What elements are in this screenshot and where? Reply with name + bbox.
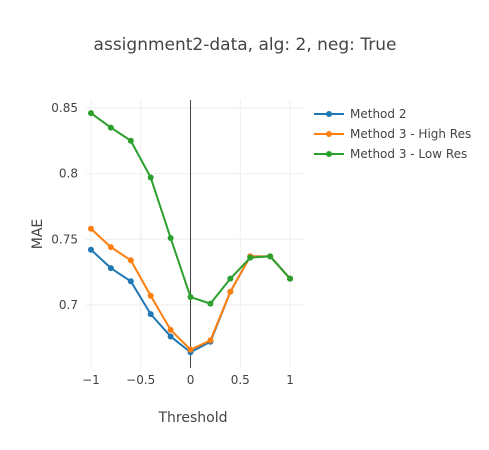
data-point: [167, 234, 174, 241]
x-axis-ticks: −1 −0.5 0 0.5 1: [82, 373, 294, 387]
data-point: [127, 278, 134, 285]
y-tick-label: 0.8: [59, 167, 78, 181]
data-point: [87, 246, 94, 253]
legend-marker: [326, 131, 332, 137]
y-tick-label: 0.85: [51, 101, 78, 115]
legend-label: Method 3 - High Res: [350, 127, 471, 141]
data-point: [107, 265, 114, 272]
data-point: [107, 244, 114, 251]
series-group: [87, 110, 294, 356]
data-point: [247, 254, 254, 261]
data-point: [167, 326, 174, 333]
x-tick-label: 1: [286, 373, 294, 387]
x-tick-label: −0.5: [126, 373, 155, 387]
grid: [86, 100, 305, 368]
series-3: [87, 110, 294, 307]
x-axis-title: Threshold: [158, 410, 228, 426]
data-point: [227, 288, 234, 295]
legend-label: Method 2: [350, 107, 406, 121]
data-point: [147, 311, 154, 318]
data-point: [207, 337, 214, 344]
data-point: [147, 174, 154, 181]
data-point: [127, 137, 134, 144]
data-point: [147, 292, 154, 299]
data-point: [127, 257, 134, 264]
data-point: [107, 124, 114, 131]
x-tick-label: 0.5: [231, 373, 250, 387]
data-point: [167, 333, 174, 340]
legend-item[interactable]: Method 3 - High Res: [314, 127, 471, 141]
y-tick-label: 0.75: [51, 232, 78, 246]
y-tick-label: 0.7: [59, 298, 78, 312]
legend-marker: [326, 151, 332, 157]
legend-item[interactable]: Method 3 - Low Res: [314, 147, 467, 161]
x-tick-label: 0: [187, 373, 195, 387]
data-point: [87, 225, 94, 232]
x-tick-label: −1: [82, 373, 100, 387]
data-point: [87, 110, 94, 117]
legend-item[interactable]: Method 2: [314, 107, 406, 121]
y-axis-title: MAE: [30, 219, 46, 250]
data-point: [187, 294, 194, 301]
data-point: [227, 275, 234, 282]
data-point: [287, 275, 294, 282]
chart-title: assignment2-data, alg: 2, neg: True: [94, 35, 397, 55]
data-point: [207, 300, 214, 307]
legend-marker: [326, 111, 332, 117]
y-axis-ticks: 0.7 0.75 0.8 0.85: [51, 101, 78, 312]
legend[interactable]: Method 2 Method 3 - High Res Method 3 - Lo…: [314, 107, 471, 161]
data-point: [267, 253, 274, 260]
data-point: [187, 346, 194, 353]
legend-label: Method 3 - Low Res: [350, 147, 467, 161]
